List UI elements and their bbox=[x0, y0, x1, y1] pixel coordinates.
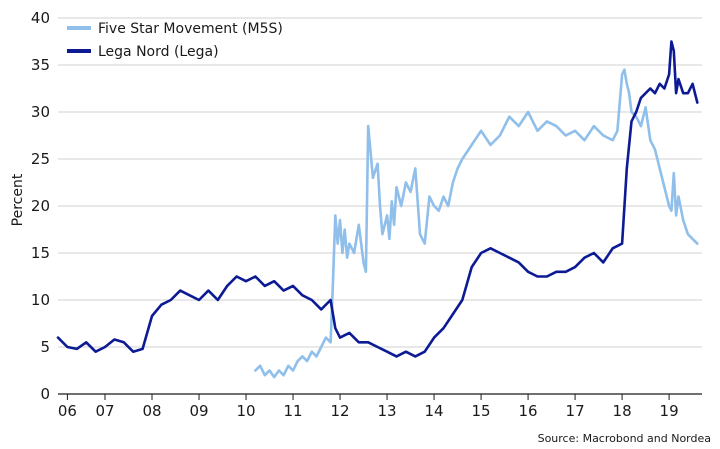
legend: Five Star Movement (M5S) Lega Nord (Lega… bbox=[67, 21, 283, 60]
x-tick-label: 19 bbox=[660, 402, 679, 420]
y-tick-label: 5 bbox=[40, 338, 50, 356]
y-axis-label: Percent bbox=[10, 173, 26, 226]
source-note: Source: Macrobond and Nordea bbox=[538, 432, 711, 445]
x-tick-label: 11 bbox=[283, 402, 302, 420]
x-tick-label: 06 bbox=[58, 402, 77, 420]
series-lines bbox=[56, 40, 699, 379]
legend-label-lega: Lega Nord (Lega) bbox=[98, 44, 219, 60]
x-tick-label: 15 bbox=[472, 402, 491, 420]
x-tick-label: 17 bbox=[566, 402, 585, 420]
x-tick-label: 14 bbox=[425, 402, 444, 420]
series-line-m5s bbox=[254, 68, 699, 379]
y-tick-label: 0 bbox=[40, 385, 50, 403]
x-tick-labels: 06 07 08 09 10 11 12 13 14 15 16 17 18 19 bbox=[58, 402, 679, 420]
y-tick-label: 40 bbox=[31, 9, 50, 27]
x-tick-label: 07 bbox=[95, 402, 114, 420]
x-tick-label: 10 bbox=[236, 402, 255, 420]
y-tick-label: 25 bbox=[31, 150, 50, 168]
gridlines bbox=[58, 17, 702, 348]
y-tick-label: 35 bbox=[31, 56, 50, 74]
legend-label-m5s: Five Star Movement (M5S) bbox=[98, 21, 283, 37]
y-tick-labels: 0 5 10 15 20 25 30 35 40 bbox=[31, 9, 50, 403]
x-tick-label: 13 bbox=[378, 402, 397, 420]
x-tick-label: 08 bbox=[142, 402, 161, 420]
y-tick-label: 20 bbox=[31, 197, 50, 215]
y-tick-label: 10 bbox=[31, 291, 50, 309]
x-tick-label: 12 bbox=[330, 402, 349, 420]
axes bbox=[58, 393, 702, 400]
x-tick-label: 09 bbox=[189, 402, 208, 420]
series-line-lega bbox=[56, 40, 699, 358]
x-tick-label: 16 bbox=[519, 402, 538, 420]
y-tick-label: 30 bbox=[31, 103, 50, 121]
x-tick-label: 18 bbox=[613, 402, 632, 420]
y-tick-label: 15 bbox=[31, 244, 50, 262]
